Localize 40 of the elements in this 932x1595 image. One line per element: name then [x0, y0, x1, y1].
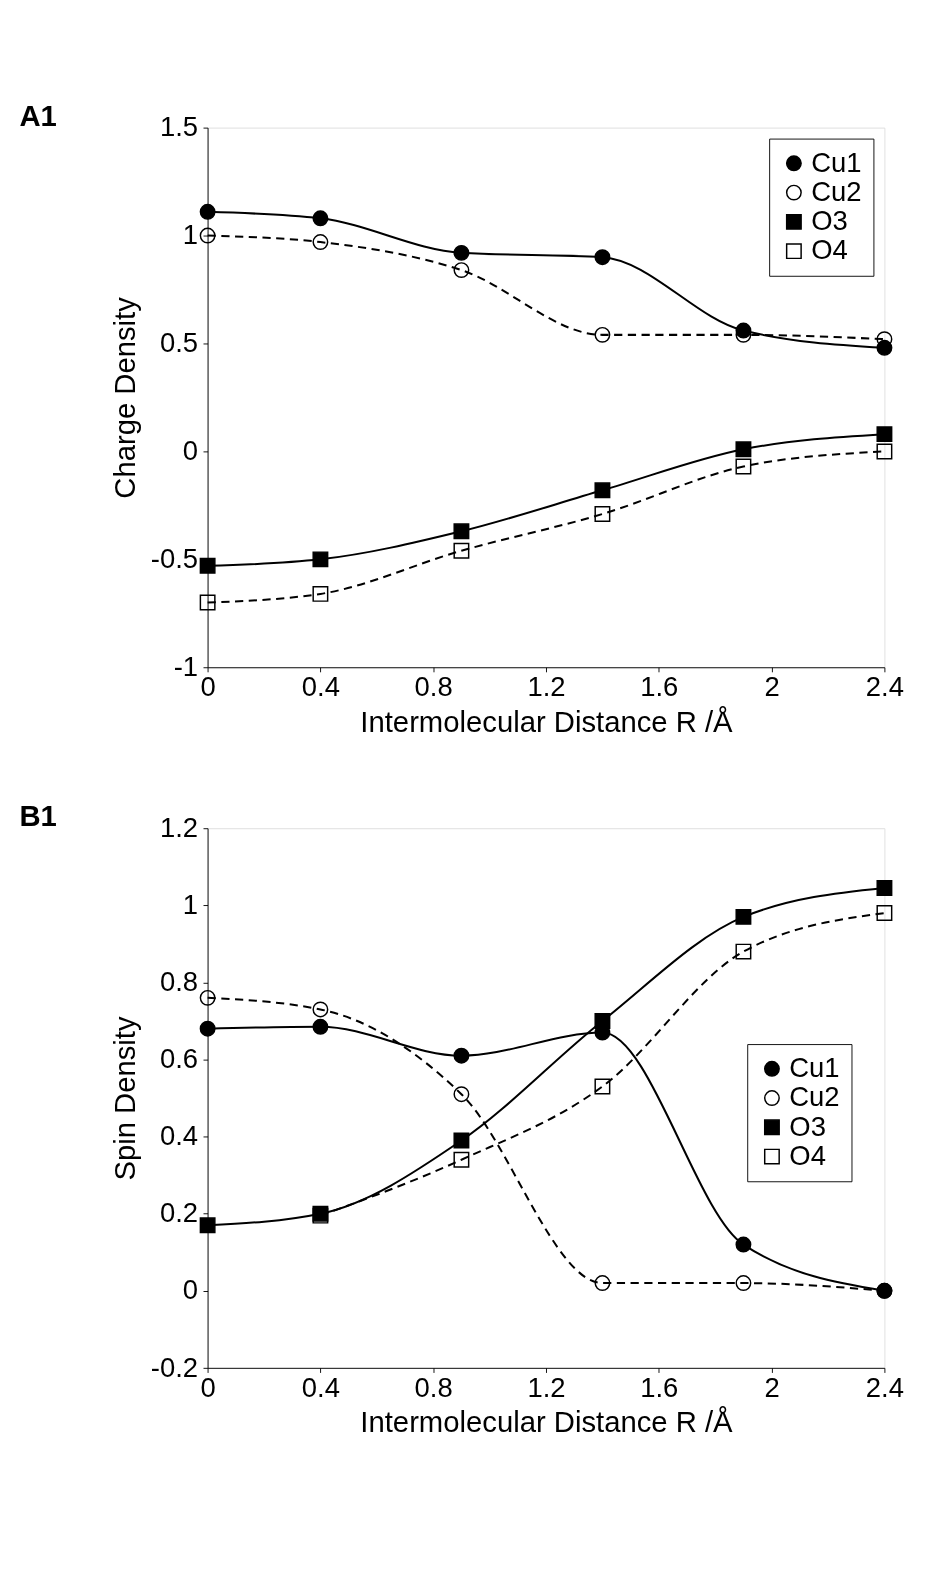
x-axis-title: Intermolecular Distance R /Å: [360, 1406, 734, 1439]
chart-title: A1: [19, 99, 57, 132]
x-tick-label: 2.4: [865, 671, 904, 703]
y-tick-label: -0.5: [150, 543, 199, 575]
legend-label: O4: [811, 234, 848, 266]
y-tick-label: 0.6: [159, 1043, 199, 1075]
y-tick-label: 0.5: [159, 327, 199, 359]
y-axis-title: Spin Density: [109, 1016, 142, 1181]
y-tick-label: 0: [182, 435, 199, 467]
legend-label: Cu1: [789, 1052, 840, 1084]
x-tick-label: 1.6: [640, 671, 679, 703]
y-tick-label: 1: [182, 219, 199, 251]
x-tick-label: 0.8: [414, 671, 453, 703]
legend-label: Cu1: [811, 146, 862, 178]
x-tick-label: 2: [764, 671, 780, 703]
x-tick-label: 0.8: [414, 1371, 453, 1403]
legend-label: O4: [789, 1139, 826, 1171]
legend-label: Cu2: [789, 1081, 840, 1113]
y-tick-label: -0.2: [150, 1351, 199, 1383]
y-tick-label: 1.5: [159, 111, 199, 143]
x-tick-label: 2.4: [865, 1371, 904, 1403]
x-tick-label: 1.2: [527, 671, 566, 703]
y-tick-label: 1: [182, 889, 199, 921]
y-axis-title: Charge Density: [109, 296, 142, 499]
legend-label: Cu2: [811, 175, 862, 207]
y-tick-label: -1: [173, 650, 199, 682]
x-tick-label: 1.2: [527, 1371, 566, 1403]
x-tick-label: 2: [764, 1371, 780, 1403]
x-tick-label: 0.4: [301, 1371, 340, 1403]
x-axis-title: Intermolecular Distance R /Å: [360, 705, 734, 738]
legend-label: O3: [789, 1110, 826, 1142]
chart-title: B1: [19, 800, 57, 833]
legend-label: O3: [811, 205, 848, 237]
y-tick-label: 0: [182, 1274, 199, 1306]
y-tick-label: 0.4: [159, 1120, 199, 1152]
y-tick-label: 1.2: [159, 811, 199, 843]
x-tick-label: 0.4: [301, 671, 340, 703]
x-tick-label: 1.6: [640, 1371, 679, 1403]
y-tick-label: 0.8: [159, 966, 199, 998]
y-tick-label: 0.2: [159, 1197, 199, 1229]
